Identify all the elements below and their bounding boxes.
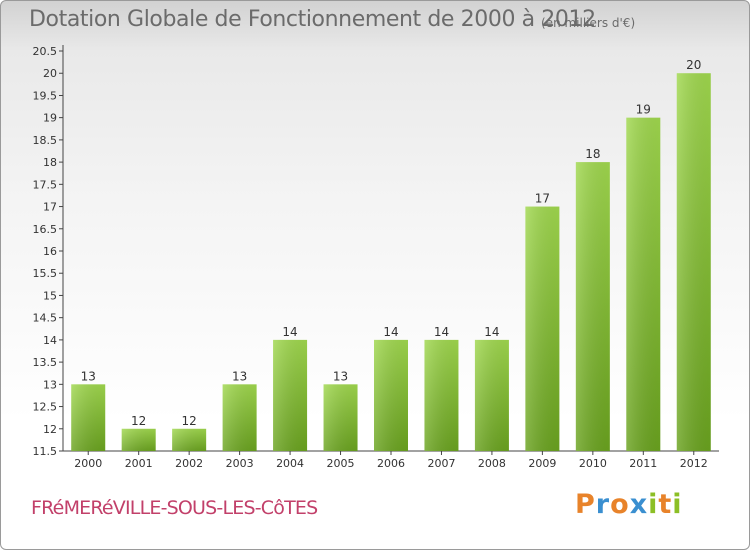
- y-tick-label: 14.5: [33, 312, 58, 325]
- y-tick-label: 13: [43, 378, 57, 391]
- y-tick-label: 17: [43, 201, 57, 214]
- y-tick-label: 12.5: [33, 401, 58, 414]
- bar-highlight: [424, 339, 459, 451]
- x-tick-label: 2004: [276, 457, 304, 470]
- bar-highlight: [525, 206, 560, 451]
- bar-highlight: [323, 384, 358, 451]
- x-tick-label: 2010: [579, 457, 607, 470]
- y-tick-label: 20.5: [33, 45, 58, 58]
- bar-value-label: 14: [282, 325, 297, 339]
- y-tick-label: 15: [43, 289, 57, 302]
- chart-axes: 11.5 12 12.5 13 13.5 14 14.5 15 15.5 16 16.5 17 17.5…: [33, 45, 719, 458]
- x-tick-label: 2008: [478, 457, 506, 470]
- bar-value-label: 12: [131, 414, 146, 428]
- logo-letter: P: [575, 489, 596, 520]
- logo-letter: r: [595, 489, 611, 520]
- x-tick-label: 2003: [226, 457, 254, 470]
- bar-highlight: [575, 162, 610, 451]
- logo-letter: i: [648, 489, 659, 520]
- bar-highlight: [121, 428, 156, 451]
- x-tick-label: 2012: [680, 457, 708, 470]
- bar-highlight: [71, 384, 106, 451]
- y-tick-label: 18.5: [33, 134, 58, 147]
- bar-value-label: 14: [383, 325, 398, 339]
- y-tick-label: 19.5: [33, 89, 58, 102]
- chart-labels: 2000 13 2001 12 2002 12 2003 13 2004 14 2005 13 2006…: [74, 58, 708, 470]
- x-tick-label: 2002: [175, 457, 203, 470]
- bar-value-label: 13: [232, 369, 247, 383]
- bar-highlight: [676, 73, 711, 451]
- bar-value-label: 13: [333, 369, 348, 383]
- y-tick-label: 19: [43, 112, 57, 125]
- x-tick-label: 2001: [125, 457, 153, 470]
- y-tick-label: 16: [43, 245, 57, 258]
- logo-letter: i: [672, 489, 683, 520]
- bar-highlight: [474, 339, 509, 451]
- y-tick-label: 16.5: [33, 223, 58, 236]
- x-tick-label: 2006: [377, 457, 405, 470]
- commune-name: FRéMERéVILLE-SOUS-LES-CôTES: [31, 497, 318, 519]
- y-tick-label: 15.5: [33, 267, 58, 280]
- bar-value-label: 14: [484, 325, 499, 339]
- bar-highlight: [374, 339, 408, 451]
- proxiti-logo: Proxiti: [575, 489, 683, 520]
- bar-value-label: 20: [686, 58, 701, 72]
- bar-value-label: 17: [535, 192, 550, 206]
- x-tick-label: 2009: [528, 457, 556, 470]
- bar-highlight: [626, 117, 661, 452]
- x-tick-label: 2011: [629, 457, 657, 470]
- x-tick-label: 2000: [74, 457, 102, 470]
- y-tick-label: 14: [43, 334, 57, 347]
- bar-highlight: [273, 339, 308, 451]
- bar-value-label: 13: [81, 369, 96, 383]
- bar-value-label: 18: [585, 147, 600, 161]
- bar-value-label: 19: [636, 103, 651, 117]
- y-tick-label: 11.5: [33, 445, 58, 458]
- logo-letter: o: [610, 489, 630, 520]
- bar-value-label: 12: [182, 414, 197, 428]
- logo-letter: x: [629, 489, 649, 520]
- y-tick-label: 12: [43, 423, 57, 436]
- y-tick-label: 18: [43, 156, 57, 169]
- bar-value-label: 14: [434, 325, 449, 339]
- x-tick-label: 2007: [427, 457, 455, 470]
- chart-unit: (en milliers d'€): [541, 16, 636, 30]
- chart-bars: [71, 73, 711, 452]
- logo-letter: t: [658, 489, 673, 520]
- bar-highlight: [222, 384, 257, 451]
- y-tick-label: 13.5: [33, 356, 58, 369]
- y-tick-label: 17.5: [33, 178, 58, 191]
- x-tick-label: 2005: [327, 457, 355, 470]
- y-tick-label: 20: [43, 67, 57, 80]
- bar-highlight: [172, 428, 207, 451]
- chart-title: Dotation Globale de Fonctionnement de 20…: [29, 7, 596, 32]
